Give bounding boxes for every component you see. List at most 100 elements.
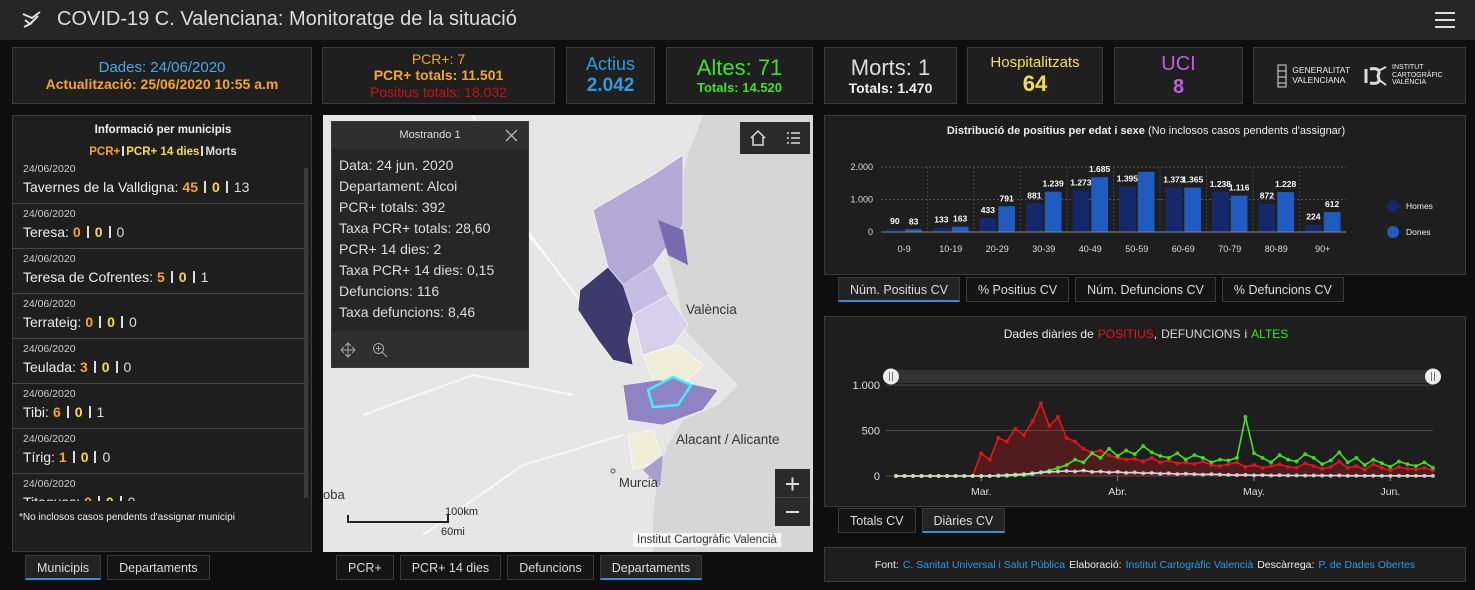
tab[interactable]: Defuncions	[507, 555, 594, 580]
x-tick-label: 50-59	[1125, 244, 1148, 254]
tab[interactable]: Departaments	[107, 555, 210, 580]
tab[interactable]: Totals CV	[838, 508, 916, 533]
zoom-to-button[interactable]	[372, 342, 388, 358]
scale-bar	[347, 515, 449, 523]
menu-button[interactable]	[1434, 10, 1456, 30]
tab[interactable]: % Positius CV	[965, 277, 1070, 302]
popup-line: Taxa PCR+ 14 dies: 0,15	[339, 262, 495, 278]
tab[interactable]: PCR+ 14 dies	[399, 555, 502, 580]
point	[1217, 464, 1222, 468]
y-tick-label: 1.000	[850, 195, 873, 205]
panel-title: Informació per municipis	[94, 124, 232, 136]
zoom-in[interactable]	[775, 469, 810, 497]
scrollbar[interactable]	[304, 168, 308, 498]
point	[996, 473, 1001, 478]
list-button[interactable]	[775, 122, 810, 154]
municipality-row[interactable]: 24/06/2020 Tibi: 6 0 1	[13, 384, 309, 429]
footer-link[interactable]: Institut Cartogràfic Valencià	[1125, 558, 1254, 571]
footer-link[interactable]: C. Sanitat Universal i Salut Pública	[902, 558, 1066, 571]
zoom-out[interactable]	[775, 497, 810, 526]
point	[1021, 433, 1026, 438]
deaths-value: 1	[200, 269, 209, 285]
footer-link[interactable]: P. de Dades Obertes	[1318, 558, 1416, 571]
tab[interactable]: Diàries CV	[921, 508, 1006, 533]
active-label: Actius	[585, 54, 636, 75]
point	[987, 457, 992, 462]
x-tick-label: Jun.	[1380, 486, 1400, 498]
row-date: 24/06/2020	[23, 478, 76, 490]
municipality-name: Tavernes de la Valldigna:	[23, 179, 179, 195]
point	[1200, 455, 1205, 460]
popup-close[interactable]	[505, 129, 518, 142]
point	[1004, 473, 1009, 478]
title-join: i	[1244, 327, 1248, 341]
point	[1209, 460, 1214, 465]
municipality-name: Terrateig:	[23, 314, 82, 330]
y-tick-label: 2.000	[850, 162, 873, 172]
bar	[1091, 177, 1108, 232]
bar	[1258, 203, 1276, 232]
separator	[115, 361, 118, 373]
home-button[interactable]	[740, 122, 775, 154]
point	[996, 435, 1001, 440]
map[interactable]: València Alacant / Alicante Murcia oba 1…	[323, 115, 813, 552]
slider-handle[interactable]	[883, 368, 899, 385]
bar-label: 1.273	[1070, 178, 1092, 188]
tab[interactable]: PCR+	[336, 555, 394, 580]
deaths-value: 13	[233, 179, 250, 195]
bar	[1137, 171, 1155, 232]
discharged-today: Altes: 71	[696, 55, 783, 81]
tab[interactable]: Municipis	[25, 555, 102, 580]
bar-label: 1.685	[1089, 164, 1111, 174]
tab[interactable]: Núm. Defuncions CV	[1075, 277, 1216, 302]
deaths-value: 0	[102, 449, 111, 465]
pcr-value: 6	[52, 404, 61, 420]
tab[interactable]: Núm. Positius CV	[838, 277, 960, 302]
update-date: Actualització: 25/06/2020 10:55 a.m	[45, 76, 279, 93]
pcr-value: 1	[58, 449, 67, 465]
municipality-row[interactable]: 24/06/2020 Teresa: 0 0 0	[13, 204, 309, 249]
pcr14-value: 0	[107, 314, 115, 330]
point	[1047, 424, 1052, 428]
bar	[1323, 212, 1341, 232]
tab[interactable]: % Defuncions CV	[1221, 277, 1344, 302]
gva-text: VALENCIANA	[1292, 74, 1346, 85]
municipality-row[interactable]: 24/06/2020 Teresa de Cofrentes: 5 0 1	[13, 249, 309, 294]
department-area	[643, 455, 663, 487]
point	[962, 474, 967, 478]
point	[1260, 455, 1265, 460]
selected-department[interactable]	[646, 375, 693, 409]
row-date: 24/06/2020	[23, 298, 76, 310]
municipality-list[interactable]: 24/06/2020 Tavernes de la Valldigna: 45 0 13…	[13, 161, 309, 501]
department-area	[658, 220, 688, 265]
bar	[933, 227, 950, 232]
pcr-total: PCR+ totals: 11.501	[373, 67, 504, 84]
tab[interactable]: Departaments	[599, 555, 703, 580]
point	[1064, 463, 1069, 468]
point	[1098, 448, 1103, 453]
point	[970, 474, 975, 478]
bar	[1212, 191, 1229, 232]
deaths-value: 0	[116, 224, 125, 240]
app-icon	[22, 11, 41, 28]
pan-button[interactable]	[340, 342, 356, 358]
separator	[94, 451, 97, 463]
point	[1158, 454, 1163, 458]
slider-handle[interactable]	[1425, 368, 1441, 385]
municipality-row[interactable]: 24/06/2020 Terrateig: 0 0 0	[13, 294, 309, 339]
municipality-row[interactable]: 24/06/2020 Tavernes de la Valldigna: 45 0 13	[13, 161, 309, 204]
popup-header: Mostrando 1	[332, 122, 528, 149]
popup-line: Taxa defuncions: 8,46	[339, 304, 476, 320]
separator	[120, 316, 123, 328]
point	[1081, 468, 1086, 473]
deaths-value: 1	[96, 404, 105, 420]
legend-item: Morts	[205, 146, 237, 158]
data-date: Dades: 24/06/2020	[98, 58, 226, 76]
municipality-row[interactable]: 24/06/2020 Titaguas: 0 0 0	[13, 474, 309, 501]
point	[1141, 444, 1146, 448]
municipality-row[interactable]: 24/06/2020 Tírig: 1 0 0	[13, 429, 309, 474]
point	[1252, 473, 1256, 478]
x-tick-label: 20-29	[986, 244, 1009, 254]
point	[1038, 470, 1043, 475]
municipality-row[interactable]: 24/06/2020 Teulada: 3 0 0	[13, 339, 309, 384]
